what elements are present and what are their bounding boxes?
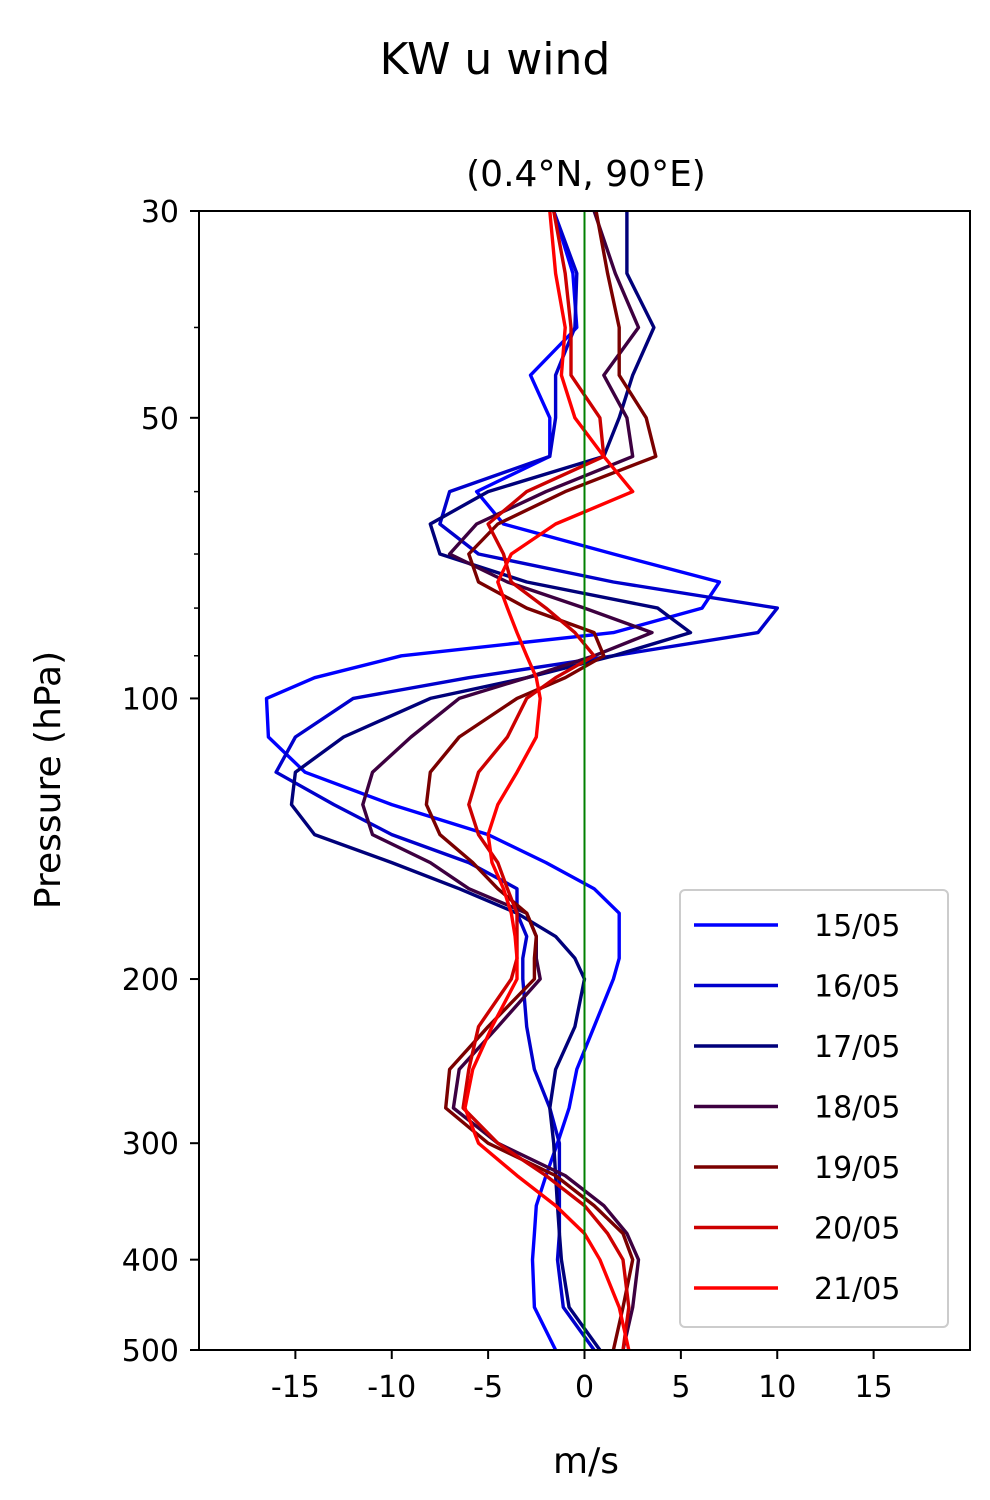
x-tick-label: 15 [855,1370,893,1405]
series-line-2 [274,211,779,1350]
series-line-7 [463,211,635,1350]
legend-label: 17/05 [814,1030,900,1065]
y-tick-label: 100 [122,682,179,717]
y-tick-label: 300 [122,1127,179,1162]
y-axis-label: Pressure (hPa) [28,651,69,909]
axes: -15 -10 -5 0 5 10 15 30 50 100 200 300 400 500 [122,195,893,1405]
y-tick-label: 500 [122,1334,179,1369]
legend-label: 19/05 [814,1151,900,1186]
y-tick-label: 200 [122,963,179,998]
x-axis-label: m/s [553,1441,619,1482]
y-tick-label: 400 [122,1244,179,1279]
plot-area [264,211,779,1350]
y-tick-label: 50 [141,402,179,437]
x-tick-label: 10 [758,1370,796,1405]
legend-label: 21/05 [814,1272,900,1307]
series-line-5 [424,211,658,1350]
x-tick-label: -5 [473,1370,503,1405]
y-tick-label: 30 [141,195,179,230]
legend-label: 18/05 [814,1091,900,1126]
series-line-4 [361,211,654,1350]
series-line-3 [289,211,693,1350]
chart-subtitle: (0.4°N, 90°E) [466,154,706,195]
legend-label: 15/05 [814,909,900,944]
legend-label: 16/05 [814,970,900,1005]
x-tick-label: -10 [367,1370,416,1405]
legend: 15/05 16/05 17/05 18/05 19/05 20/05 21/05 [679,889,949,1328]
legend-box [679,889,949,1328]
series-line-1 [264,211,722,1350]
x-tick-label: 5 [671,1370,690,1405]
chart-title: KW u wind [380,34,611,85]
x-tick-label: 0 [575,1370,594,1405]
legend-label: 20/05 [814,1212,900,1247]
x-tick-label: -15 [271,1370,320,1405]
series-line-6 [461,211,631,1350]
